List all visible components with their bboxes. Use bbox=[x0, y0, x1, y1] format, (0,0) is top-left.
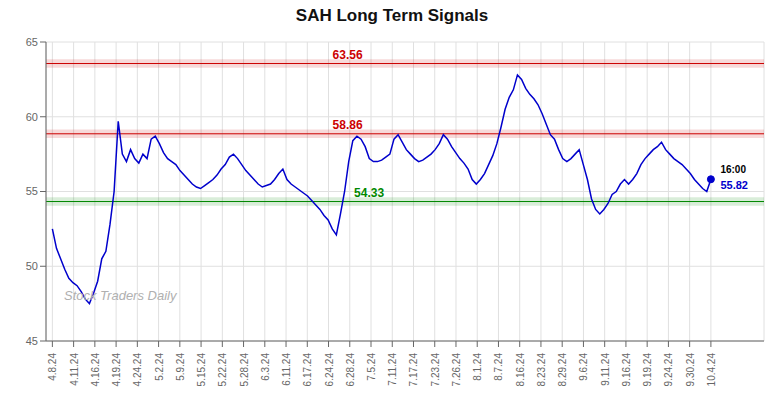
svg-text:6.28.24: 6.28.24 bbox=[345, 353, 356, 387]
svg-text:8.23.24: 8.23.24 bbox=[536, 353, 547, 387]
svg-text:9.19.24: 9.19.24 bbox=[642, 353, 653, 387]
svg-text:8.1.24: 8.1.24 bbox=[472, 353, 483, 381]
svg-text:60: 60 bbox=[26, 111, 38, 123]
svg-text:16:00: 16:00 bbox=[720, 164, 746, 175]
svg-text:9.11.24: 9.11.24 bbox=[600, 353, 611, 386]
svg-text:4.8.24: 4.8.24 bbox=[47, 353, 58, 381]
svg-text:6.17.24: 6.17.24 bbox=[302, 353, 313, 387]
svg-text:9.6.24: 9.6.24 bbox=[578, 353, 589, 381]
svg-text:63.56: 63.56 bbox=[333, 48, 363, 62]
html-text:SAH Long Term Signals: SAH Long Term Signals bbox=[295, 6, 489, 25]
svg-text:54.33: 54.33 bbox=[354, 186, 384, 200]
svg-text:8.16.24: 8.16.24 bbox=[515, 353, 526, 387]
svg-text:7.17.24: 7.17.24 bbox=[408, 353, 419, 387]
svg-text:9.30.24: 9.30.24 bbox=[685, 353, 696, 387]
svg-text:4.11.24: 4.11.24 bbox=[69, 353, 80, 386]
svg-text:7.26.24: 7.26.24 bbox=[451, 353, 462, 387]
svg-text:4.19.24: 4.19.24 bbox=[111, 353, 122, 387]
svg-text:5.2.24: 5.2.24 bbox=[154, 353, 165, 381]
svg-text:9.16.24: 9.16.24 bbox=[621, 353, 632, 387]
svg-text:5.28.24: 5.28.24 bbox=[239, 353, 250, 387]
svg-text:4.24.24: 4.24.24 bbox=[132, 353, 143, 387]
svg-text:45: 45 bbox=[26, 335, 38, 347]
svg-text:10.4.24: 10.4.24 bbox=[706, 353, 717, 387]
svg-text:8.29.24: 8.29.24 bbox=[557, 353, 568, 387]
svg-text:6.11.24: 6.11.24 bbox=[281, 353, 292, 386]
svg-text:7.5.24: 7.5.24 bbox=[366, 353, 377, 381]
svg-text:7.11.24: 7.11.24 bbox=[387, 353, 398, 386]
svg-text:6.3.24: 6.3.24 bbox=[260, 353, 271, 381]
svg-text:9.24.24: 9.24.24 bbox=[663, 353, 674, 387]
svg-text:7.23.24: 7.23.24 bbox=[430, 353, 441, 387]
svg-text:55: 55 bbox=[26, 185, 38, 197]
svg-text:5.15.24: 5.15.24 bbox=[196, 353, 207, 387]
html-text:Stock Traders Daily: Stock Traders Daily bbox=[64, 288, 177, 303]
svg-text:65: 65 bbox=[26, 36, 38, 48]
svg-text:55.82: 55.82 bbox=[720, 179, 748, 191]
svg-text:6.24.24: 6.24.24 bbox=[324, 353, 335, 387]
svg-text:4.16.24: 4.16.24 bbox=[90, 353, 101, 387]
svg-text:50: 50 bbox=[26, 260, 38, 272]
svg-text:5.22.24: 5.22.24 bbox=[217, 353, 228, 387]
svg-text:5.9.24: 5.9.24 bbox=[175, 353, 186, 381]
svg-text:8.7.24: 8.7.24 bbox=[493, 353, 504, 381]
svg-text:58.86: 58.86 bbox=[333, 118, 363, 132]
